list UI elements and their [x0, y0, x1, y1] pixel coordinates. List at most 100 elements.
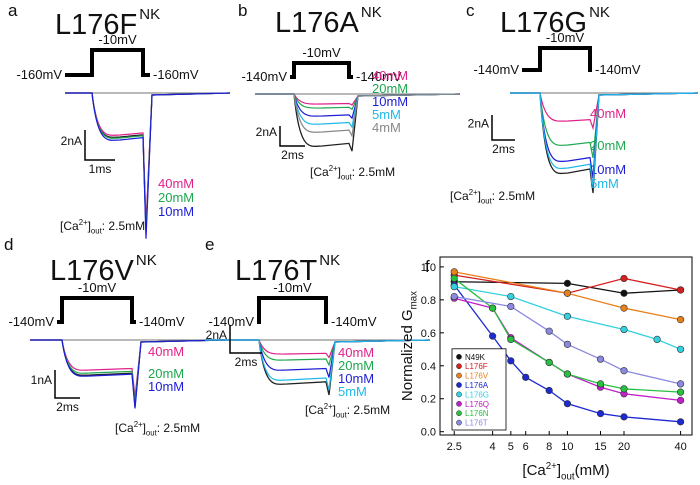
protocol-label: -10mV [98, 32, 137, 47]
x-axis-label: [Ca2+]out(mM) [522, 461, 609, 483]
current-trace [30, 339, 226, 409]
data-point [563, 370, 572, 378]
current-trace [510, 92, 699, 131]
data-point [507, 292, 515, 301]
protocol-label: -140mV [595, 62, 641, 77]
condition-label-part: 2+ [79, 218, 88, 227]
y-tick-label: 0.8 [421, 295, 436, 307]
legend-box [451, 348, 507, 431]
condition-label-part: ] [88, 219, 91, 233]
x-tick-label: 40 [674, 441, 686, 453]
data-point [676, 388, 685, 396]
protocol-label: -140mV [331, 314, 377, 329]
x-tick-label: 15 [594, 441, 606, 453]
panel-superscript: NK [139, 6, 160, 23]
protocol-label: -140mV [139, 314, 185, 329]
concentration-label: 5mM [372, 107, 401, 122]
data-point [620, 325, 628, 334]
protocol-label: -140mV [241, 69, 287, 84]
data-point [563, 340, 572, 348]
concentration-label: 10mM [338, 371, 374, 386]
x-axis-label-part: (mM) [575, 462, 610, 479]
concentration-label: 10mM [372, 94, 408, 109]
voltage-protocol [257, 296, 328, 324]
data-point [596, 409, 605, 418]
protocol-label: -10mV [273, 280, 312, 295]
concentration-label: 10mM [590, 162, 626, 177]
x-tick-label: 2.5 [447, 441, 462, 453]
x-tick-label: 5 [508, 441, 514, 453]
condition-label-part: [Ca [305, 403, 324, 417]
scale-bar [229, 325, 262, 354]
current-trace [30, 339, 226, 407]
scale-time: 2ms [492, 142, 515, 156]
condition-label-part: 2+ [324, 402, 333, 411]
data-point [676, 418, 685, 426]
data-point [620, 367, 628, 375]
data-point [620, 304, 628, 312]
panel-letter: d [4, 235, 13, 254]
current-trace [30, 339, 226, 403]
series-line [454, 271, 681, 321]
data-point [620, 274, 628, 283]
condition-label-part: out [481, 197, 493, 206]
x-axis-label-part: [Ca [522, 462, 546, 479]
voltage-protocol [65, 48, 150, 77]
condition-label-part: ] [333, 403, 336, 417]
condition-label-part: out [341, 173, 353, 182]
voltage-protocol [522, 46, 592, 72]
protocol-label: -160mV [153, 67, 199, 82]
data-point [522, 373, 530, 381]
x-tick-label: 20 [618, 441, 630, 453]
x-axis-label-part: ] [557, 462, 561, 479]
condition-label-part: : 2.5mM [157, 421, 200, 435]
data-point [507, 335, 515, 344]
condition-label-part: ] [143, 421, 146, 435]
legend-marker [456, 382, 462, 388]
scale-current: 2nA [468, 117, 489, 131]
legend-label: L176T [465, 419, 488, 428]
scale-time: 1ms [89, 162, 112, 176]
y-tick-label: 0.0 [421, 427, 436, 439]
condition-label-part: [Ca [60, 219, 79, 233]
scale-current: 1nA [31, 373, 52, 387]
legend-marker [456, 410, 462, 417]
panel-superscript: NK [136, 252, 157, 269]
data-point [676, 316, 685, 324]
concentration-label: 10mM [158, 204, 194, 219]
scale-bar [54, 370, 80, 399]
panel-title: L176T [235, 255, 318, 287]
protocol-label: -140mV [473, 62, 519, 77]
condition-label: [Ca2+]out: 2.5mM [305, 402, 390, 419]
x-tick-label: 10 [561, 441, 573, 453]
x-tick-label: 4 [490, 441, 496, 453]
data-point [620, 413, 628, 421]
concentration-label: 40mM [590, 106, 626, 121]
panel-letter: a [8, 1, 18, 20]
current-trace [255, 93, 461, 152]
concentration-label: 20mM [372, 81, 408, 96]
series-line [454, 286, 681, 350]
series-line [453, 277, 681, 393]
data-point [563, 289, 572, 297]
panel-title: L176V [50, 255, 135, 287]
legend-label: L176V [465, 372, 489, 381]
data-point [620, 289, 628, 297]
concentration-label: 20mM [148, 366, 184, 381]
condition-label-part: : 2.5mM [347, 403, 390, 417]
protocol-label: -10mV [546, 30, 585, 45]
concentration-label: 10mM [148, 379, 184, 394]
legend-label: L176A [465, 381, 489, 390]
panel-title: L176F [55, 9, 137, 41]
concentration-label: 40mM [158, 176, 194, 191]
protocol-label: -140mV [356, 69, 402, 84]
data-point [563, 312, 572, 320]
data-point [450, 268, 458, 276]
panel-letter: c [466, 1, 475, 20]
condition-label-part: ] [338, 165, 341, 179]
condition-label-part: [Ca [115, 421, 134, 435]
current-trace [30, 339, 226, 398]
legend-label: L176Q [465, 400, 489, 409]
y-tick-label: 0.2 [421, 394, 436, 406]
